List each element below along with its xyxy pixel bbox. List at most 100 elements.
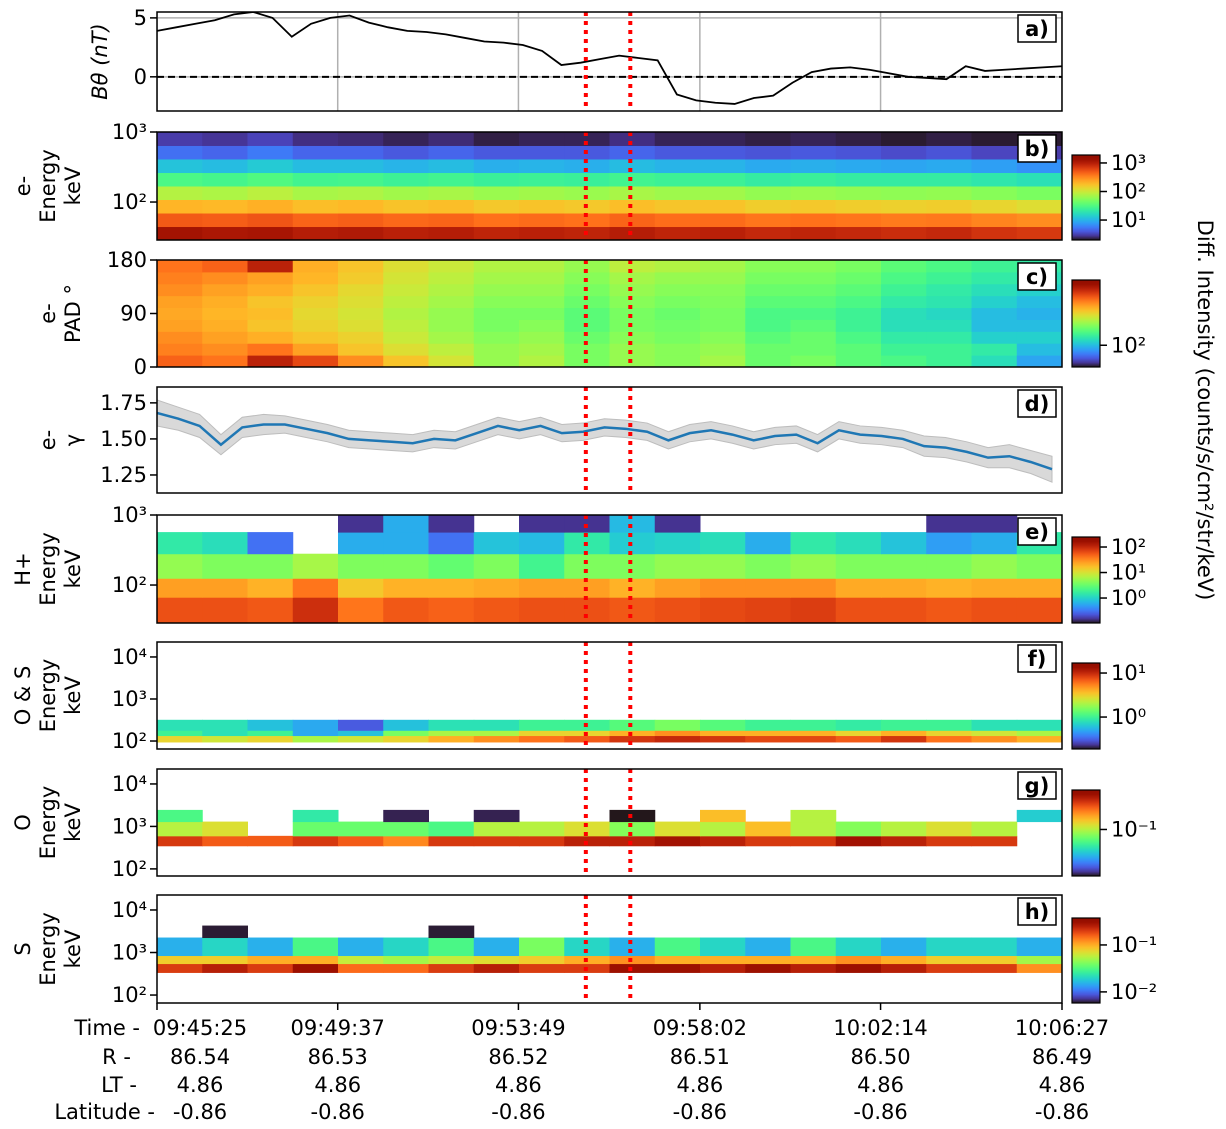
heatmap-cell bbox=[292, 145, 339, 160]
heatmap-cell bbox=[292, 553, 339, 579]
heatmap-cell bbox=[654, 307, 701, 320]
heatmap-cell bbox=[202, 343, 248, 356]
heatmap-cell bbox=[609, 226, 656, 240]
heatmap-cell bbox=[745, 597, 791, 623]
heatmap-cell bbox=[519, 597, 565, 623]
heatmap-cell bbox=[202, 925, 248, 939]
heatmap-cell bbox=[926, 271, 972, 285]
heatmap-cell bbox=[247, 553, 294, 579]
heatmap-cell bbox=[609, 145, 656, 160]
heatmap-cell bbox=[202, 730, 248, 737]
heatmap-cell bbox=[654, 226, 701, 240]
heatmap-cell bbox=[700, 213, 746, 228]
heatmap-cell bbox=[835, 955, 882, 965]
y-axis-label: keV bbox=[61, 676, 85, 715]
colorbar-tick-label: 10⁰ bbox=[1111, 705, 1146, 729]
heatmap-cell bbox=[835, 597, 882, 623]
heatmap-cell bbox=[609, 963, 656, 973]
heatmap-cell bbox=[790, 730, 837, 737]
heatmap-cell bbox=[926, 307, 972, 320]
heatmap-cell bbox=[202, 226, 248, 240]
heatmap-cell bbox=[564, 937, 610, 957]
y-tick-label: 90 bbox=[120, 302, 147, 326]
heatmap-cell bbox=[519, 963, 565, 973]
heatmap-cell bbox=[971, 578, 1018, 598]
colorbar-label: Diff. Intensity (counts/s/cm²/str/keV) bbox=[1193, 220, 1217, 601]
heatmap-cell bbox=[292, 226, 339, 240]
heatmap-cell bbox=[654, 319, 701, 332]
heatmap-cell bbox=[881, 226, 927, 240]
heatmap-cell bbox=[881, 213, 927, 228]
heatmap-cell bbox=[202, 132, 248, 146]
colorbar bbox=[1071, 536, 1101, 624]
heatmap-cell bbox=[926, 730, 972, 737]
heatmap-cell bbox=[428, 955, 475, 965]
heatmap-cell bbox=[338, 835, 384, 847]
heatmap-cell bbox=[157, 343, 203, 356]
x-row-value: -0.86 bbox=[853, 1100, 907, 1124]
heatmap-cell bbox=[247, 719, 294, 731]
heatmap-cell bbox=[835, 937, 882, 957]
heatmap-cell bbox=[157, 835, 203, 847]
heatmap-cell bbox=[247, 199, 294, 214]
colorbar bbox=[1071, 279, 1101, 368]
heatmap-cell bbox=[1016, 578, 1062, 598]
heatmap-cell bbox=[247, 226, 294, 240]
heatmap-cell bbox=[700, 835, 746, 847]
heatmap-cell bbox=[1016, 172, 1062, 187]
heatmap-cell bbox=[202, 283, 248, 297]
heatmap-cell bbox=[835, 295, 882, 309]
heatmap-cell bbox=[247, 597, 294, 623]
heatmap-cell bbox=[745, 226, 791, 240]
heatmap-cell bbox=[247, 835, 294, 847]
x-row-value: 4.86 bbox=[177, 1073, 224, 1097]
y-axis-label: keV bbox=[61, 929, 85, 968]
panel-label-box bbox=[1017, 262, 1057, 291]
heatmap-cell bbox=[926, 331, 972, 344]
x-row-value: 86.53 bbox=[308, 1045, 368, 1069]
heatmap-cell bbox=[745, 578, 791, 598]
heatmap-cell bbox=[292, 271, 339, 285]
heatmap-cell bbox=[654, 145, 701, 160]
heatmap-cell bbox=[428, 735, 475, 743]
heatmap-cell bbox=[247, 532, 294, 555]
heatmap-cell bbox=[654, 821, 701, 837]
heatmap-cell bbox=[428, 937, 475, 957]
heatmap-cell bbox=[700, 355, 746, 367]
heatmap-cell bbox=[292, 199, 339, 214]
heatmap-cell bbox=[745, 319, 791, 332]
heatmap-cell bbox=[654, 260, 701, 273]
heatmap-cell bbox=[338, 172, 384, 187]
heatmap-cell bbox=[835, 719, 882, 731]
heatmap-cell bbox=[247, 132, 294, 146]
panel-label: d) bbox=[1025, 392, 1050, 416]
colorbar-tick-label: 10¹ bbox=[1111, 208, 1146, 232]
heatmap-cell bbox=[519, 307, 565, 320]
y-axis-label: keV bbox=[61, 549, 85, 588]
x-row-value: 86.52 bbox=[488, 1045, 548, 1069]
data-line bbox=[157, 411, 1053, 471]
heatmap-cell bbox=[247, 955, 294, 965]
heatmap-cell bbox=[473, 172, 520, 187]
heatmap-cell bbox=[247, 578, 294, 598]
heatmap-cell bbox=[247, 185, 294, 200]
heatmap-cell bbox=[247, 319, 294, 332]
heatmap-cell bbox=[383, 578, 429, 598]
heatmap-cell bbox=[609, 283, 656, 297]
heatmap-cell bbox=[157, 295, 203, 309]
heatmap-cell bbox=[609, 955, 656, 965]
y-tick-label: 10² bbox=[112, 573, 147, 597]
heatmap-cell bbox=[519, 719, 565, 731]
panel-label: h) bbox=[1025, 900, 1050, 924]
heatmap-cell bbox=[202, 145, 248, 160]
heatmap-cell bbox=[654, 132, 701, 146]
heatmap-cell bbox=[835, 283, 882, 297]
heatmap-cell bbox=[790, 158, 837, 174]
heatmap-cell bbox=[745, 835, 791, 847]
heatmap-cell bbox=[338, 260, 384, 273]
heatmap-cell bbox=[790, 172, 837, 187]
colorbar-tick-label: 10⁻¹ bbox=[1111, 817, 1157, 841]
heatmap-cell bbox=[564, 158, 610, 174]
y-axis-label: Bθ (nT) bbox=[88, 23, 112, 99]
heatmap-cell bbox=[609, 307, 656, 320]
